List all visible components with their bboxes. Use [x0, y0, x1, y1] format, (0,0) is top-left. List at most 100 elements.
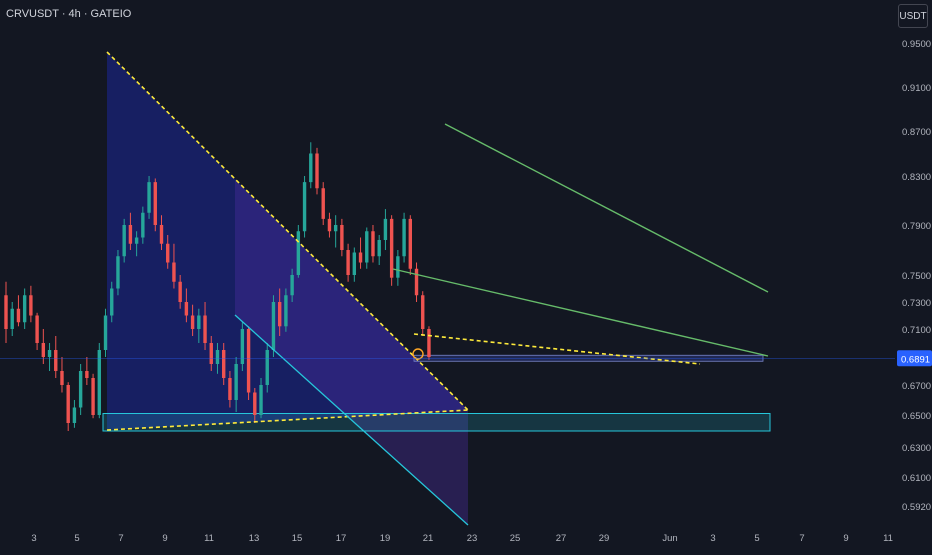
candle-body	[358, 252, 363, 263]
candle-body	[184, 302, 189, 316]
candle	[402, 212, 406, 263]
channel-lower-line	[234, 314, 469, 526]
candle-body	[290, 275, 294, 296]
candle	[383, 209, 388, 250]
candle-body	[296, 231, 301, 275]
candle	[35, 312, 39, 350]
candle	[22, 288, 27, 329]
candle-body	[402, 218, 406, 257]
candle	[116, 250, 120, 296]
candle	[153, 178, 157, 232]
candle-body	[47, 350, 52, 357]
candle	[284, 288, 288, 332]
wedge-lower-line	[392, 268, 769, 357]
candle-body	[365, 231, 369, 263]
candle	[365, 227, 369, 269]
candle	[352, 247, 357, 282]
time-tick-label: 3	[31, 533, 36, 544]
candle	[29, 285, 33, 323]
time-tick-label: 21	[423, 533, 434, 544]
price-tick-label: 0.6300	[902, 443, 931, 454]
candle-body	[29, 295, 33, 316]
candle-body	[396, 256, 400, 278]
candle-body	[321, 188, 325, 219]
descending-triangle	[107, 52, 468, 430]
candle-body	[284, 295, 288, 327]
time-tick-label: 17	[336, 533, 347, 544]
candle	[296, 225, 301, 278]
candle	[66, 382, 70, 431]
candle	[41, 329, 46, 364]
candle	[340, 218, 344, 257]
candle-body	[159, 225, 164, 244]
price-axis[interactable]: 0.9500 0.9100 0.8700 0.8300 0.7900 0.7500 0.73…	[897, 39, 932, 513]
candle	[228, 371, 232, 408]
candle-body	[147, 182, 151, 213]
candle-body	[35, 315, 39, 343]
candle	[265, 343, 269, 393]
time-tick-label: 23	[467, 533, 478, 544]
candle-body	[253, 392, 257, 415]
candle-body	[309, 153, 313, 183]
candle-body	[340, 225, 344, 250]
candle-body	[178, 281, 182, 302]
candle	[166, 235, 170, 269]
candle-body	[197, 315, 201, 329]
candle	[408, 215, 412, 275]
candle	[253, 388, 257, 423]
candle	[47, 343, 52, 371]
current-price-label: 0.6891	[901, 354, 930, 365]
candle-body	[315, 153, 319, 189]
drawing-lines-layer	[0, 51, 895, 526]
candle	[371, 225, 375, 263]
price-tick-label: 0.9500	[902, 39, 931, 50]
candle	[302, 176, 307, 238]
candle	[358, 237, 363, 269]
candle	[203, 302, 207, 350]
candle-body	[327, 218, 332, 232]
candle-body	[209, 343, 213, 364]
time-tick-label: 19	[380, 533, 391, 544]
candle-body	[427, 329, 431, 357]
candle-body	[240, 329, 245, 364]
currency-button[interactable]: USDT	[898, 4, 928, 28]
candle-body	[10, 308, 14, 329]
price-tick-label: 0.9100	[902, 83, 931, 94]
candle	[159, 215, 164, 250]
price-tick-label: 0.6700	[902, 381, 931, 392]
candle	[197, 308, 201, 343]
candle-body	[215, 350, 220, 364]
price-tick-label: 0.7300	[902, 298, 931, 309]
candle-body	[16, 308, 21, 323]
candle-body	[234, 364, 238, 400]
candle-body	[91, 378, 95, 415]
candle	[259, 378, 263, 419]
candle-body	[54, 350, 58, 371]
price-tick-label: 0.8300	[902, 172, 931, 183]
price-tick-label: 0.7900	[902, 221, 931, 232]
candle	[271, 295, 276, 357]
candle	[377, 235, 381, 265]
current-price-badge	[897, 350, 932, 367]
time-tick-label: 27	[556, 533, 567, 544]
candle	[4, 281, 8, 343]
candle	[389, 215, 394, 286]
candle	[128, 212, 133, 250]
candle	[141, 206, 145, 244]
candle-body	[116, 256, 120, 289]
candle	[222, 343, 226, 385]
triangle-resistance-dashed	[106, 51, 469, 411]
time-tick-label: 11	[883, 533, 893, 544]
candle-body	[259, 385, 263, 415]
candle-body	[110, 288, 114, 316]
time-tick-label: 9	[843, 533, 848, 544]
candle-body	[421, 295, 425, 329]
candle	[172, 243, 176, 289]
time-axis[interactable]: 3 5 7 9 11 13 15 17 19 21 23 25 27 29 Jun 3 5 7 9 11	[31, 533, 893, 544]
drawing-zones-layer	[102, 52, 771, 525]
time-tick-label: 15	[292, 533, 303, 544]
triangle-support-dashed	[106, 409, 469, 431]
candle-body	[265, 350, 269, 385]
